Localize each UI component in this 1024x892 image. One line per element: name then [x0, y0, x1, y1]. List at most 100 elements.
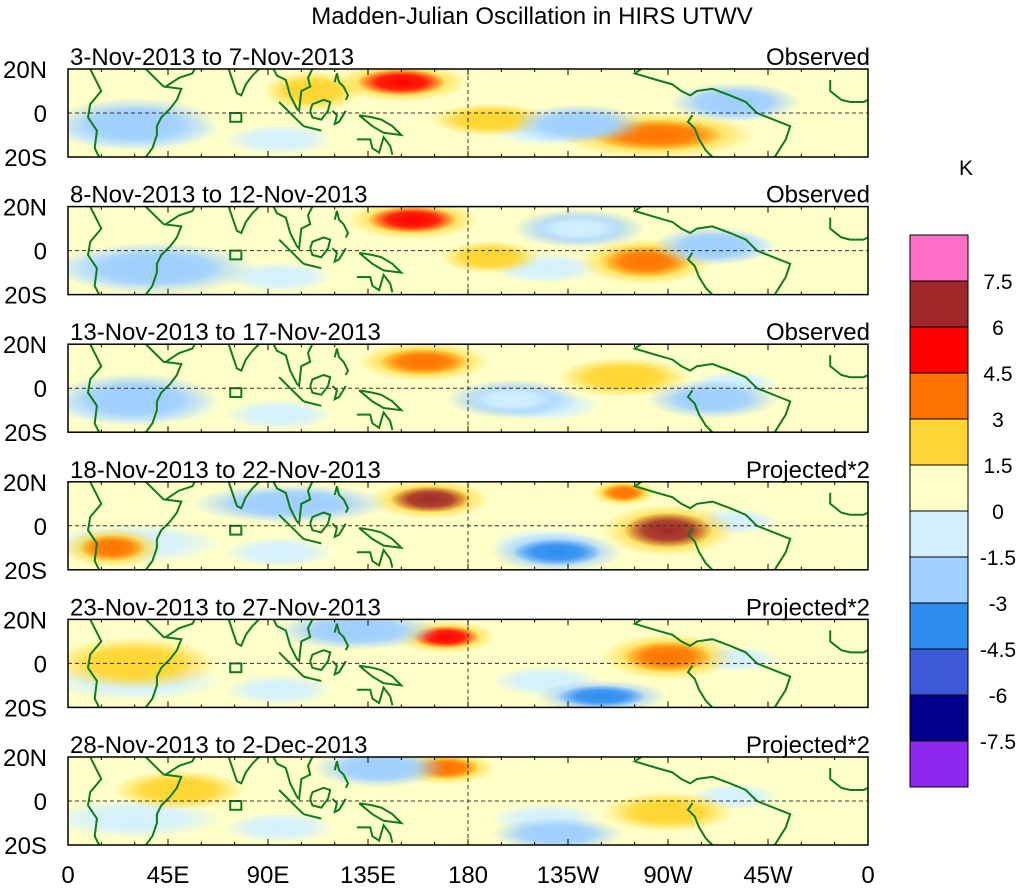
y-tick-label: 20N: [3, 470, 47, 497]
coastline: [358, 527, 405, 550]
anomaly-blob: [379, 348, 468, 375]
coastline: [272, 69, 314, 113]
y-tick-label: 20S: [4, 283, 47, 310]
coastline: [165, 344, 196, 363]
region-marker: [229, 249, 243, 261]
coastline: [333, 485, 350, 514]
coastline: [309, 649, 332, 672]
colorbar-swatch: [909, 740, 969, 788]
coastline: [356, 685, 394, 706]
colorbar-label: 7.5: [983, 271, 1012, 294]
colorbar-label: 6: [992, 317, 1004, 340]
coastline: [331, 522, 347, 539]
y-tick-label: 0: [34, 789, 47, 816]
coastline: [309, 98, 332, 121]
coastline: [144, 619, 183, 708]
colorbar-swatch: [909, 602, 969, 650]
anomaly-blob: [601, 484, 646, 502]
anomaly-field: [68, 206, 868, 295]
colorbar-swatch: [909, 694, 969, 742]
x-tick-label: 135E: [340, 862, 396, 887]
colorbar-swatch: [909, 556, 969, 604]
x-tick-label: 90E: [247, 862, 290, 887]
panel-date-range: 23-Nov-2013 to 27-Nov-2013: [70, 594, 381, 621]
panel-label: Projected*2: [746, 594, 870, 621]
y-tick-label: 20N: [3, 607, 47, 634]
map-panel: 20N 0 20S 28-Nov-2013 to 2-Dec-2013 Projecte…: [3, 732, 870, 860]
map-panel: 20N 0 20S 13-Nov-2013 to 17-Nov-2013 Observe…: [3, 319, 870, 447]
colorbar-swatch: [909, 510, 969, 558]
coastline: [309, 786, 332, 809]
anomaly-blob: [623, 641, 713, 673]
coastline: [144, 757, 183, 845]
coastline: [333, 210, 350, 238]
coastline: [331, 110, 347, 126]
coastline: [331, 798, 347, 814]
coastline: [86, 481, 103, 570]
colorbar-label: -6: [989, 685, 1008, 708]
y-tick-label: 0: [34, 376, 47, 403]
y-tick-label: 20S: [4, 695, 47, 722]
coastline: [829, 492, 868, 516]
coastline: [86, 206, 103, 295]
anomaly-blob: [334, 757, 424, 782]
coastline: [333, 761, 350, 789]
coastline: [303, 538, 322, 545]
region-marker: [229, 524, 243, 536]
coastline: [227, 481, 261, 510]
background-patch: [223, 674, 335, 706]
anomaly-blob: [623, 798, 713, 826]
anomaly-blob: [279, 77, 346, 105]
background-patch: [223, 536, 335, 568]
anomaly-blob: [512, 823, 602, 845]
panel-date-range: 18-Nov-2013 to 22-Nov-2013: [70, 457, 381, 484]
colorbar-label: -1.5: [980, 547, 1016, 570]
coastline: [86, 757, 103, 845]
y-tick-label: 0: [34, 101, 47, 128]
coastline: [632, 69, 792, 157]
y-tick-label: 20S: [4, 833, 47, 860]
coastline: [686, 802, 714, 845]
x-tick-label: 90W: [643, 862, 693, 887]
coastline: [278, 514, 305, 540]
coastline: [303, 262, 322, 270]
colorbar-label: -7.5: [980, 731, 1016, 754]
coastline: [632, 344, 792, 433]
anomaly-blob: [456, 246, 524, 269]
y-tick-label: 20N: [3, 332, 47, 359]
coastline: [829, 630, 868, 654]
coastline: [86, 619, 103, 708]
coastline: [686, 665, 714, 708]
coastline: [358, 114, 405, 137]
anomaly-blob: [134, 776, 224, 804]
coastline: [356, 272, 394, 293]
coastline: [227, 757, 261, 785]
coastline: [165, 619, 196, 638]
coastline: [303, 125, 322, 132]
colorbar-label: 0: [992, 501, 1004, 524]
coastline: [272, 481, 314, 526]
coastline: [686, 527, 714, 570]
anomaly-blob: [672, 233, 753, 260]
coastline: [165, 757, 196, 776]
anomaly-blob: [690, 88, 780, 116]
panel-date-range: 3-Nov-2013 to 7-Nov-2013: [70, 44, 354, 71]
coastline: [333, 73, 350, 101]
x-axis: 0 45E 90E 135E 180 135W 90W 45W 0: [61, 862, 874, 889]
coastline: [278, 651, 305, 678]
anomaly-blob: [534, 215, 624, 242]
coastline: [278, 376, 305, 403]
coastline: [331, 660, 347, 677]
x-tick-label: 0: [61, 862, 74, 887]
coastline: [86, 69, 103, 157]
x-tick-label: 45E: [147, 862, 190, 887]
coastline: [686, 389, 714, 433]
colorbar-swatch: [909, 418, 969, 466]
colorbar-swatch: [909, 234, 969, 282]
map-panel: 20N 0 20S 18-Nov-2013 to 22-Nov-2013 Project…: [3, 457, 870, 585]
colorbar-label: 1.5: [983, 455, 1012, 478]
coastline: [144, 344, 183, 433]
coastline: [358, 664, 405, 687]
coastline: [829, 80, 868, 103]
